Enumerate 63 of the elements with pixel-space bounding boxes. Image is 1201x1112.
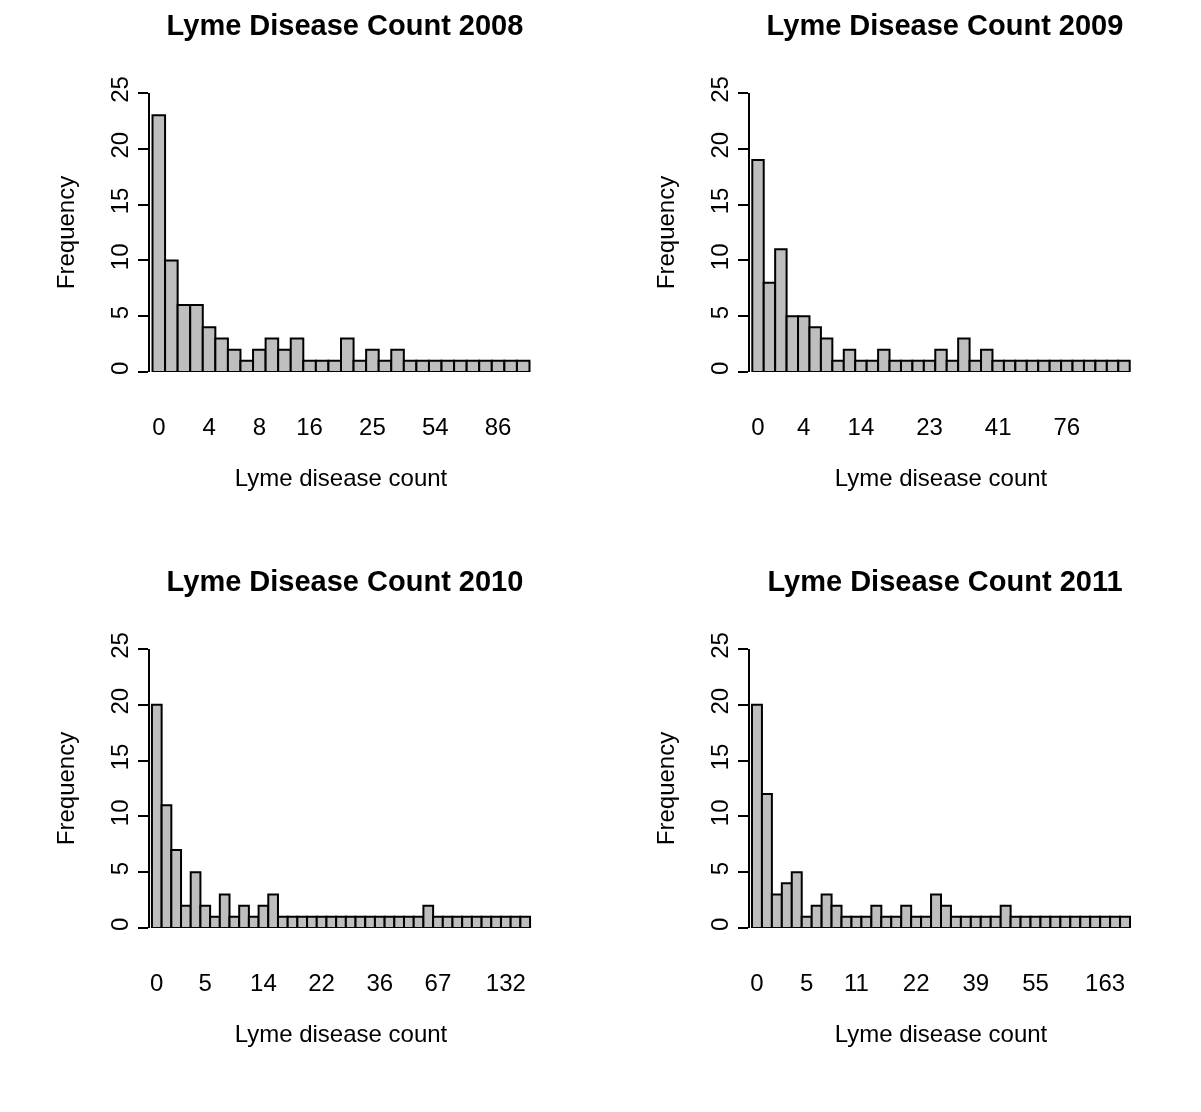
x-tick-label: 22 <box>308 969 335 996</box>
y-tick-label: 15 <box>706 187 734 215</box>
y-tick-label: 5 <box>706 861 734 876</box>
chart-title: Lyme Disease Count 2011 <box>767 565 1123 598</box>
chart-title: Lyme Disease Count 2008 <box>166 9 524 42</box>
y-tick-label: 5 <box>106 305 134 320</box>
x-tick-label: 4 <box>202 413 216 440</box>
x-tick-label: 0 <box>750 969 764 996</box>
y-tick-label: 25 <box>706 76 734 103</box>
y-tick-label: 15 <box>106 187 134 215</box>
x-tick-label: 55 <box>1022 969 1049 996</box>
y-tick-label: 25 <box>106 76 134 103</box>
x-tick-label: 39 <box>962 969 990 996</box>
x-tick-label: 5 <box>198 969 212 996</box>
x-tick-label: 86 <box>484 413 512 440</box>
y-tick-label: 0 <box>706 361 734 376</box>
y-axis-title: Frequency <box>52 175 79 290</box>
y-tick-label: 15 <box>706 743 734 771</box>
chart-title: Lyme Disease Count 2009 <box>766 9 1124 42</box>
x-tick-label: 36 <box>366 969 394 996</box>
x-axis-title: Lyme disease count <box>834 1020 1048 1048</box>
x-tick-label: 4 <box>797 413 811 440</box>
x-axis-title: Lyme disease count <box>234 1020 448 1048</box>
y-tick-label: 0 <box>706 917 734 932</box>
y-tick-label: 10 <box>106 243 134 271</box>
y-axis-title: Frequency <box>652 731 679 846</box>
x-tick-label: 16 <box>296 413 323 440</box>
x-tick-label: 76 <box>1053 413 1081 440</box>
x-tick-label: 14 <box>847 413 875 440</box>
y-tick-label: 0 <box>106 917 134 932</box>
y-tick-label: 20 <box>706 131 734 159</box>
y-tick-label: 5 <box>106 861 134 876</box>
x-tick-label: 25 <box>359 413 386 440</box>
y-tick-label: 10 <box>706 799 734 827</box>
x-tick-label: 23 <box>916 413 943 440</box>
y-tick-label: 10 <box>106 799 134 827</box>
y-tick-label: 10 <box>706 243 734 271</box>
x-tick-label: 22 <box>902 969 930 996</box>
x-tick-label: 41 <box>984 413 1012 440</box>
x-tick-label: 163 <box>1085 969 1126 996</box>
y-tick-label: 5 <box>706 305 734 320</box>
x-axis-title: Lyme disease count <box>834 464 1048 492</box>
x-tick-label: 0 <box>751 413 765 440</box>
y-tick-label: 0 <box>106 361 134 376</box>
x-tick-label: 0 <box>150 969 164 996</box>
y-tick-label: 25 <box>706 632 734 659</box>
y-tick-label: 15 <box>106 743 134 771</box>
x-tick-label: 5 <box>800 969 814 996</box>
y-tick-label: 25 <box>106 632 134 659</box>
x-axis-title: Lyme disease count <box>234 464 448 492</box>
x-tick-label: 54 <box>421 413 449 440</box>
y-axis-title: Frequency <box>52 731 79 846</box>
x-tick-label: 11 <box>843 969 869 996</box>
x-tick-label: 67 <box>424 969 452 996</box>
y-axis-title: Frequency <box>652 175 679 290</box>
x-tick-label: 8 <box>252 413 266 440</box>
x-tick-label: 132 <box>485 969 526 996</box>
y-tick-label: 20 <box>106 687 134 715</box>
y-tick-label: 20 <box>706 687 734 715</box>
chart-title: Lyme Disease Count 2010 <box>166 565 524 598</box>
x-tick-label: 14 <box>250 969 277 996</box>
x-tick-label: 0 <box>152 413 166 440</box>
y-tick-label: 20 <box>106 131 134 159</box>
